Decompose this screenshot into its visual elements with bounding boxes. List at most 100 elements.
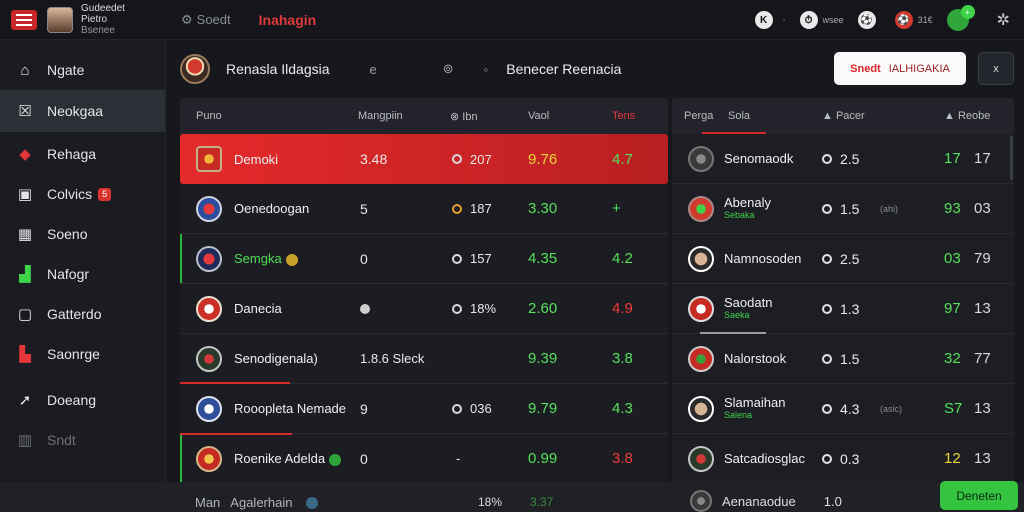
odds-value[interactable]: 2.5 bbox=[822, 151, 859, 167]
close-button[interactable]: x bbox=[978, 52, 1014, 85]
odds-cell[interactable]: 4.35 bbox=[528, 250, 558, 267]
odds-cell[interactable]: 4.3 bbox=[612, 400, 633, 417]
col-header-2[interactable]: ⊗ Ibn bbox=[450, 110, 478, 123]
col-header-1[interactable]: Mangpiin bbox=[358, 110, 403, 122]
bet-button[interactable]: Snedt IALHIGAKIA bbox=[834, 52, 966, 85]
odds-cell[interactable]: 4.9 bbox=[612, 300, 633, 317]
table-row[interactable]: Danecia 18% 2.60 4.9 bbox=[180, 284, 668, 334]
team-name: Semgka bbox=[234, 251, 364, 266]
scrollbar[interactable] bbox=[1010, 136, 1013, 180]
footer-row-left[interactable]: Man Agalerhain bbox=[195, 495, 319, 510]
trophy-icon: ▙ bbox=[19, 346, 31, 363]
table-row[interactable]: Abenaly Sebaka 1.5 (ahi) 93 03 bbox=[672, 184, 1014, 234]
team-name: Rooopleta Nemade bbox=[234, 401, 347, 416]
footer-row-right[interactable]: Aenanaodue 1.0 bbox=[690, 490, 842, 512]
score-b: 13 bbox=[974, 450, 991, 467]
team-name: Namnosoden bbox=[724, 251, 802, 266]
col-header-1[interactable]: Sola bbox=[728, 110, 751, 122]
odds-cell[interactable]: 2.60 bbox=[528, 300, 558, 317]
table-row[interactable]: Slamaihan Salena 4.3 (asic) S7 13 bbox=[672, 384, 1014, 434]
col-header-2[interactable]: ▲ Pacer bbox=[822, 110, 865, 122]
user-name: Gudeedet Pietro bbox=[81, 3, 125, 25]
table-row[interactable]: Namnosoden 2.5 03 79 bbox=[672, 234, 1014, 284]
cell-a bbox=[360, 301, 370, 317]
table-row[interactable]: Demoki 3.48 207 9.76 4.7 bbox=[180, 134, 668, 184]
sidebar-item-9[interactable]: ▥ Sndt bbox=[17, 432, 76, 449]
sidebar-item-4[interactable]: ▦ Soeno bbox=[17, 226, 88, 243]
cell-b: 18% bbox=[452, 301, 496, 316]
table-row[interactable]: Roenike Adelda 0 - 0.99 3.8 bbox=[180, 433, 668, 484]
odds-cell[interactable]: 9.76 bbox=[528, 150, 558, 168]
team-logo bbox=[688, 145, 714, 172]
odds-value[interactable]: 1.5 bbox=[822, 201, 859, 217]
match-header: Renasla Ildagsia e ⊚ ◦ Benecer Reenacia … bbox=[166, 40, 1024, 98]
odds-cell[interactable]: + bbox=[612, 200, 621, 217]
sidebar-item-6[interactable]: ▢ Gatterdo bbox=[17, 306, 102, 323]
table-row[interactable]: Oenedoogan 5 187 3.30 + bbox=[180, 184, 668, 234]
notification-badge[interactable]: + bbox=[946, 5, 975, 31]
top-search[interactable]: ⚙ Soedt bbox=[181, 12, 231, 28]
odds-cell[interactable]: 3.8 bbox=[612, 350, 633, 367]
table-row[interactable]: Semgka 0 157 4.35 4.2 bbox=[180, 234, 668, 284]
odds-cell[interactable]: 9.39 bbox=[528, 350, 558, 367]
col-header-4[interactable]: Tens bbox=[612, 110, 636, 122]
col-header-0[interactable]: Perga bbox=[684, 110, 714, 122]
table-row[interactable]: Senomaodk 2.5 17 17 bbox=[672, 134, 1014, 184]
odds-cell[interactable]: 4.7 bbox=[612, 150, 633, 168]
odds-value[interactable]: 4.3 bbox=[822, 401, 859, 417]
sidebar-item-1[interactable]: ☒ Neokgaa bbox=[0, 90, 165, 132]
action-button[interactable]: Deneten bbox=[940, 481, 1018, 510]
odds-cell[interactable]: 4.2 bbox=[612, 250, 633, 267]
score-b: 03 bbox=[974, 200, 991, 217]
odds-cell[interactable]: 0.99 bbox=[528, 450, 558, 467]
page-title[interactable]: Inahagin bbox=[258, 11, 317, 28]
k-icon: K bbox=[754, 11, 773, 29]
right-table-header: Perga Sola ▲ Pacer ▲ Reobe bbox=[672, 98, 1014, 134]
odds-cell[interactable]: 3.30 bbox=[528, 200, 558, 217]
stats-icon[interactable]: ⊚ bbox=[442, 61, 454, 76]
col-header-0[interactable]: Puno bbox=[196, 110, 222, 122]
cell-b: 036 bbox=[452, 401, 492, 416]
odds-value[interactable]: 0.3 bbox=[822, 451, 859, 467]
table-row[interactable]: Rooopleta Nemade 9 036 9.79 4.3 bbox=[180, 384, 668, 434]
sidebar-item-0[interactable]: ⌂ Ngate bbox=[0, 50, 165, 90]
table-row[interactable]: Satcadiosglac 0.3 12 13 bbox=[672, 434, 1014, 484]
team-logo bbox=[688, 295, 714, 322]
match-team2[interactable]: Benecer Reenacia bbox=[506, 61, 622, 77]
tool-k[interactable]: K ⋅ bbox=[754, 11, 786, 29]
odds-cell[interactable]: 3.8 bbox=[612, 450, 633, 467]
row-accent bbox=[180, 433, 292, 435]
tool-balance[interactable]: ⚽ 31€ bbox=[894, 11, 933, 29]
ball-icon bbox=[306, 496, 319, 509]
team-logo bbox=[196, 146, 222, 172]
col-header-3[interactable]: Vaol bbox=[528, 110, 550, 122]
odds-value[interactable]: 2.5 bbox=[822, 251, 859, 267]
sidebar-item-2[interactable]: ◆ Rehaga bbox=[0, 134, 165, 174]
sidebar-item-7[interactable]: ▙ Saonrge bbox=[0, 334, 165, 374]
ring-icon bbox=[452, 203, 462, 214]
tool-ball[interactable]: ⚽ bbox=[857, 11, 881, 29]
match-team1[interactable]: Renasla Ildagsia bbox=[226, 61, 330, 77]
team-name: Demoki bbox=[234, 151, 279, 167]
sidebar: ⌂ Ngate ☒ Neokgaa ◆ Rehaga ▣ Colvics 5 ▦ Soeno… bbox=[0, 40, 166, 512]
col-header-3[interactable]: ▲ Reobe bbox=[944, 110, 991, 122]
odds-value[interactable]: 1.3 bbox=[822, 301, 859, 317]
info-icon[interactable]: ◦ bbox=[483, 61, 489, 77]
team-name: Danecia bbox=[234, 301, 282, 316]
odds-cell[interactable]: 9.79 bbox=[528, 400, 558, 417]
hamburger-menu-icon[interactable] bbox=[11, 9, 37, 30]
ring-icon bbox=[822, 453, 832, 464]
sidebar-item-5[interactable]: ▟ Nafogr bbox=[0, 254, 165, 294]
gear-icon[interactable]: ✲ bbox=[996, 12, 1010, 29]
ring-icon bbox=[822, 303, 832, 314]
table-row[interactable]: Saodatn Saeka 1.3 97 13 bbox=[672, 284, 1014, 334]
table-row[interactable]: Senodigenala) 1.8.6 Sleck 9.39 3.8 bbox=[180, 334, 668, 384]
ball-icon bbox=[285, 253, 298, 266]
sidebar-item-8[interactable]: ➚ Doeang bbox=[0, 380, 165, 420]
tool-stopwatch[interactable]: ⏱ wsee bbox=[799, 11, 844, 29]
sidebar-item-3[interactable]: ▣ Colvics 5 bbox=[0, 174, 165, 214]
odds-value[interactable]: 1.5 bbox=[822, 351, 859, 367]
footer-right-val: 1.0 bbox=[823, 493, 842, 509]
user-avatar[interactable] bbox=[47, 6, 73, 33]
table-row[interactable]: Nalorstook 1.5 32 77 bbox=[672, 334, 1014, 384]
